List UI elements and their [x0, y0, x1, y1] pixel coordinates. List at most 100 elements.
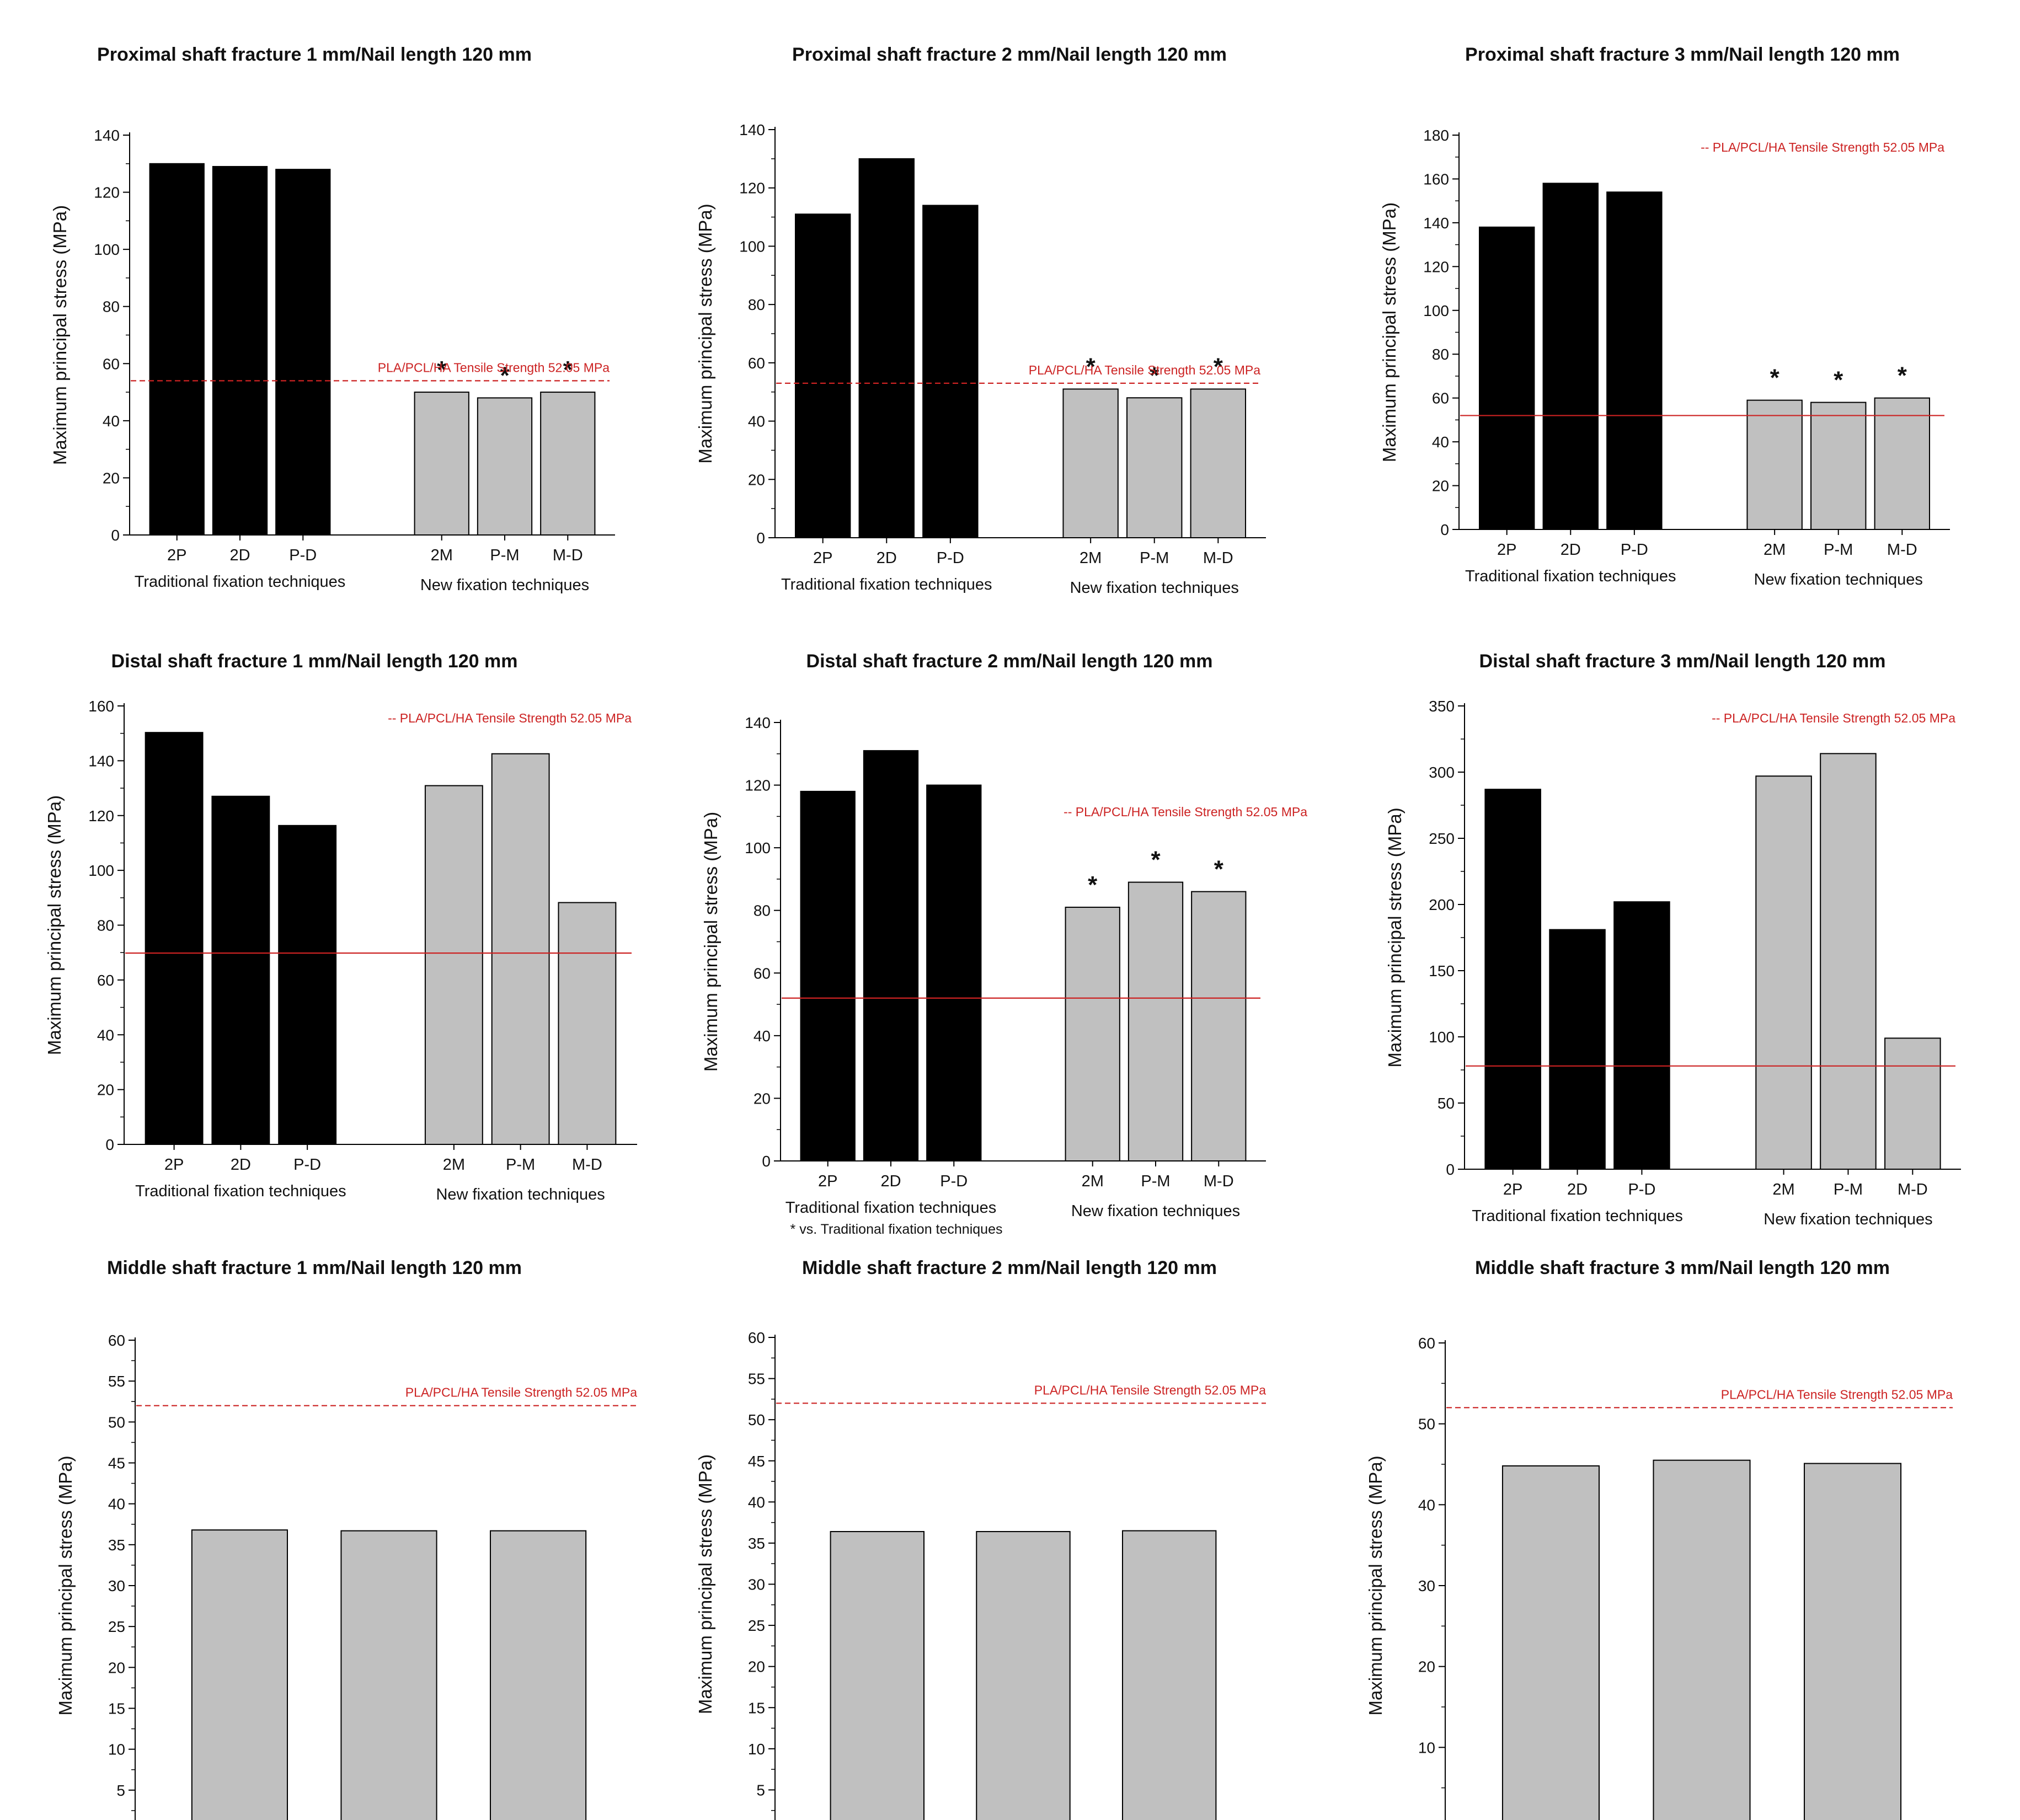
group-label-traditional: Traditional fixation techniques	[1465, 568, 1676, 585]
x-tick-label: 2P	[164, 1156, 184, 1174]
bar-P-D	[1122, 1530, 1217, 1820]
y-tick-label: 40	[748, 413, 765, 430]
y-tick-label: 0	[756, 529, 765, 547]
x-tick-label: P-M	[490, 547, 519, 564]
chart-title: Middle shaft fracture 1 mm/Nail length 1…	[107, 1257, 522, 1278]
bar-2D	[340, 1530, 437, 1820]
bar-2D	[976, 1531, 1071, 1820]
y-tick-label: 60	[97, 972, 114, 989]
x-tick-label: P-M	[1141, 1173, 1170, 1190]
y-tick-label: 40	[97, 1026, 114, 1043]
x-tick-label: 2D	[229, 547, 250, 564]
y-tick-label: 20	[748, 1658, 765, 1676]
y-tick-label: 60	[754, 965, 771, 982]
bar-P-M	[477, 397, 533, 536]
y-axis-label: Maximum principal stress (MPa)	[1379, 202, 1399, 462]
group-label-new: New fixation techniques	[1764, 1211, 1932, 1228]
y-tick-label: 20	[754, 1090, 771, 1107]
y-tick-label: 120	[1423, 258, 1449, 275]
chart-svg: Middle shaft fracture 1 mm/Nail length 1…	[55, 1257, 637, 1820]
x-tick-label: M-D	[1203, 549, 1233, 567]
significance-star: *	[1898, 362, 1907, 389]
y-tick-label: 30	[1418, 1577, 1435, 1594]
bar-P-M	[1820, 753, 1877, 1170]
threshold-label: -- PLA/PCL/HA Tensile Strength 52.05 MPa	[388, 711, 632, 725]
bar-M-D	[558, 902, 617, 1145]
y-tick-label: 35	[748, 1535, 765, 1552]
group-label-traditional: Traditional fixation techniques	[1472, 1207, 1683, 1225]
x-tick-label: 2P	[1497, 541, 1516, 559]
y-tick-label: 40	[754, 1027, 771, 1045]
y-tick-label: 30	[108, 1577, 125, 1594]
y-tick-label: 20	[748, 471, 765, 488]
x-tick-label: 2D	[231, 1156, 251, 1174]
group-label-new: New fixation techniques	[420, 576, 589, 594]
chart-title: Proximal shaft fracture 2 mm/Nail length…	[792, 44, 1227, 65]
y-tick-label: 350	[1429, 698, 1455, 715]
chart-title: Distal shaft fracture 3 mm/Nail length 1…	[1479, 651, 1886, 672]
y-tick-label: 0	[1440, 521, 1449, 538]
y-tick-label: 120	[94, 184, 120, 201]
chart-distal-1mm: Distal shaft fracture 1 mm/Nail length 1…	[0, 607, 673, 1213]
y-tick-label: 20	[103, 469, 120, 486]
y-tick-label: 55	[748, 1371, 765, 1388]
threshold-label: PLA/PCL/HA Tensile Strength 52.05 MPa	[378, 360, 610, 374]
y-tick-label: 150	[1429, 962, 1455, 979]
bar-2P	[1484, 789, 1541, 1170]
bar-M-D	[1190, 388, 1247, 539]
y-axis-label: Maximum principal stress (MPa)	[1385, 807, 1405, 1067]
chart-proximal-1mm: Proximal shaft fracture 1 mm/Nail length…	[0, 0, 673, 607]
threshold-label: -- PLA/PCL/HA Tensile Strength 52.05 MPa	[1701, 140, 1944, 154]
y-tick-label: 10	[1418, 1739, 1435, 1756]
y-tick-label: 60	[103, 355, 120, 372]
y-tick-label: 25	[108, 1618, 125, 1635]
x-tick-label: 2D	[880, 1173, 901, 1190]
y-tick-label: 0	[105, 1136, 114, 1153]
bar-M-D	[540, 392, 596, 536]
chart-middle-3mm: Middle shaft fracture 3 mm/Nail length 1…	[1346, 1213, 2019, 1820]
bar-P-M	[1127, 881, 1184, 1161]
bar-2M	[1062, 388, 1119, 539]
chart-distal-2mm: Distal shaft fracture 2 mm/Nail length 1…	[673, 607, 1346, 1237]
bar-M-D	[1884, 1037, 1941, 1170]
y-tick-label: 60	[108, 1332, 125, 1349]
x-tick-label: M-D	[553, 547, 583, 564]
y-tick-label: 120	[88, 807, 114, 825]
chart-middle-1mm: Middle shaft fracture 1 mm/Nail length 1…	[0, 1213, 673, 1820]
threshold-label: PLA/PCL/HA Tensile Strength 52.05 MPa	[1721, 1387, 1953, 1401]
y-tick-label: 200	[1429, 896, 1455, 913]
y-tick-label: 40	[1418, 1496, 1435, 1513]
group-label-new: New fixation techniques	[1754, 571, 1923, 588]
significance-star: *	[437, 356, 447, 383]
y-tick-label: 45	[748, 1453, 765, 1470]
bar-P-M	[491, 753, 550, 1145]
bar-2D	[1542, 183, 1599, 530]
bar-2M	[1746, 399, 1803, 531]
y-axis-label: Maximum principal stress (MPa)	[44, 795, 65, 1055]
x-tick-label: 2P	[167, 547, 186, 564]
chart-svg: Proximal shaft fracture 1 mm/Nail length…	[50, 44, 615, 594]
significance-star: *	[1088, 871, 1098, 898]
threshold-label: -- PLA/PCL/HA Tensile Strength 52.05 MPa	[1064, 805, 1307, 819]
bar-P-D	[490, 1530, 587, 1820]
y-tick-label: 50	[108, 1414, 125, 1431]
y-tick-label: 60	[748, 1329, 765, 1346]
y-axis-label: Maximum principal stress (MPa)	[50, 205, 70, 465]
y-axis-label: Maximum principal stress (MPa)	[695, 1454, 715, 1714]
bar-2M	[1065, 907, 1120, 1161]
y-tick-label: 10	[108, 1741, 125, 1758]
bar-2M	[424, 785, 483, 1145]
x-tick-label: 2D	[1567, 1181, 1588, 1198]
bar-P-D	[922, 205, 979, 538]
x-tick-label: P-D	[1628, 1181, 1655, 1198]
chart-svg: Distal shaft fracture 3 mm/Nail length 1…	[1385, 651, 1961, 1228]
y-tick-label: 55	[108, 1373, 125, 1390]
bar-P-D	[1606, 191, 1663, 530]
y-tick-label: 0	[111, 527, 120, 544]
x-tick-label: P-M	[1834, 1181, 1863, 1198]
significance-star: *	[1214, 353, 1223, 380]
y-tick-label: 45	[108, 1455, 125, 1472]
x-tick-label: 2M	[1764, 541, 1786, 559]
y-tick-label: 80	[97, 917, 114, 934]
x-tick-label: 2M	[1772, 1181, 1794, 1198]
